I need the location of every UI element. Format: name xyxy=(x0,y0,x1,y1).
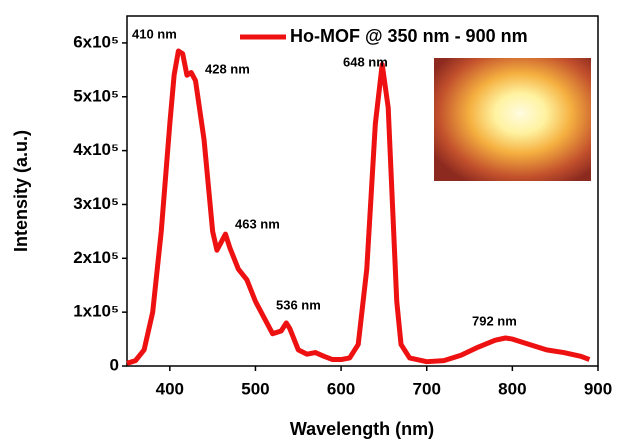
plot-frame xyxy=(126,15,599,367)
peak-annotation: 428 nm xyxy=(205,61,250,76)
peak-annotation: 463 nm xyxy=(235,216,280,231)
x-tick-label: 600 xyxy=(327,379,355,398)
x-tick-label: 400 xyxy=(156,379,184,398)
x-tick-label: 700 xyxy=(413,379,441,398)
x-tick-label: 800 xyxy=(498,379,526,398)
y-tick-label: 2x10⁵ xyxy=(73,248,119,267)
spectrum-line xyxy=(126,48,591,366)
x-tick-label: 900 xyxy=(584,379,612,398)
y-tick-label: 1x10⁵ xyxy=(73,302,119,321)
peak-annotation: 410 nm xyxy=(132,26,177,41)
y-tick-label: 3x10⁵ xyxy=(73,194,119,213)
peak-annotation: 536 nm xyxy=(276,297,321,312)
y-tick-label: 0 xyxy=(110,355,119,374)
y-tick-label: 4x10⁵ xyxy=(73,140,119,159)
y-tick-label: 6x10⁵ xyxy=(73,32,119,51)
peak-annotation: 792 nm xyxy=(472,313,517,328)
y-tick-label: 5x10⁵ xyxy=(73,86,119,105)
legend-label: Ho-MOF @ 350 nm - 900 nm xyxy=(290,26,528,46)
peak-annotation: 648 nm xyxy=(343,54,388,69)
x-axis-label: Wavelength (nm) xyxy=(290,419,434,439)
y-axis-label: Intensity (a.u.) xyxy=(11,130,31,252)
inset-photo xyxy=(434,58,591,181)
x-tick-label: 500 xyxy=(241,379,269,398)
